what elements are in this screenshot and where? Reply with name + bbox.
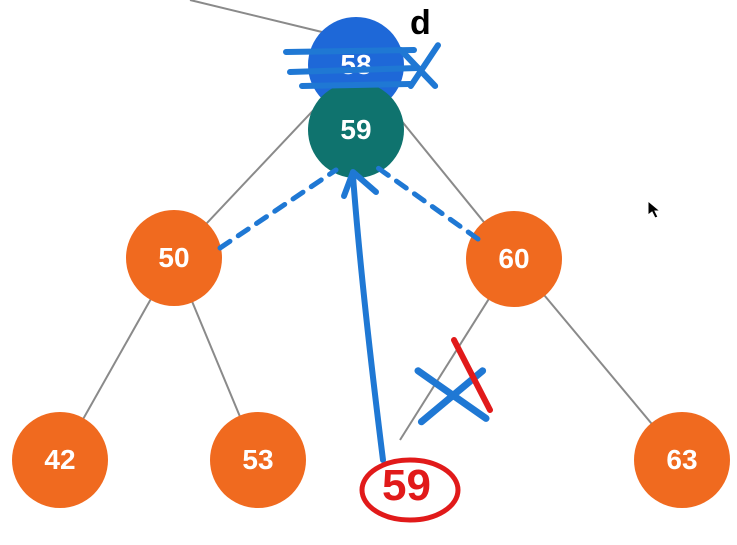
tree-node-63: 63 — [634, 412, 730, 508]
annotation-x-icon — [418, 371, 486, 419]
tree-node-42: 42 — [12, 412, 108, 508]
tree-node-60: 60 — [466, 211, 562, 307]
annotation-red-slash — [454, 340, 490, 410]
annotation-x-icon — [401, 50, 435, 86]
diagram-stage: 58 59 50 60 42 53 63 59 d — [0, 0, 737, 545]
tree-node-50: 50 — [126, 210, 222, 306]
tree-node-53: 53 — [210, 412, 306, 508]
tree-node-label: 59 — [340, 114, 371, 146]
annotation-arrow-up — [353, 176, 383, 460]
tree-node-label: 63 — [666, 444, 697, 476]
tree-node-label: 42 — [44, 444, 75, 476]
mouse-cursor-icon — [647, 200, 663, 225]
tree-node-label: 50 — [158, 242, 189, 274]
annotation-dashed-edge — [378, 168, 478, 239]
label-d: d — [410, 4, 431, 43]
tree-node-label: 58 — [340, 49, 371, 81]
annotation-x-icon — [421, 371, 482, 422]
annotation-dashed-edge — [220, 170, 336, 248]
annotation-red-59: 59 — [382, 461, 431, 511]
annotation-x-icon — [411, 45, 438, 86]
tree-node-label: 53 — [242, 444, 273, 476]
tree-node-59: 59 — [308, 82, 404, 178]
tree-node-label: 60 — [498, 243, 529, 275]
tree-edge — [190, 0, 322, 32]
